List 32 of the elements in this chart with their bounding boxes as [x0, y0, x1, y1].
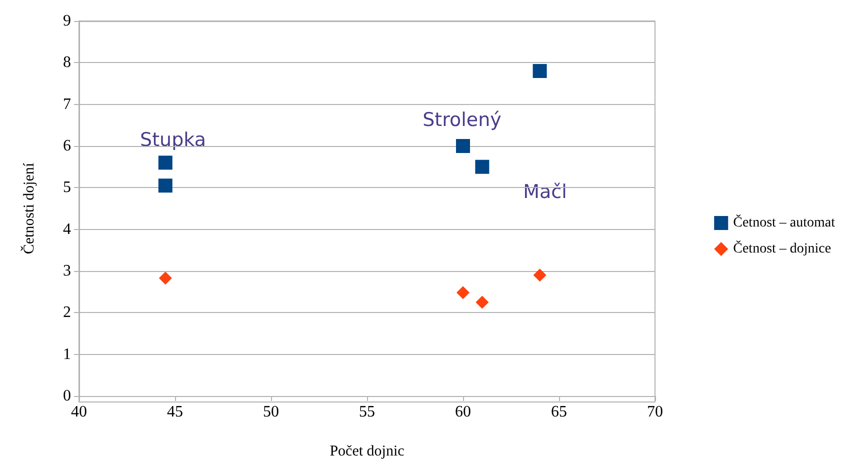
point [158, 156, 172, 170]
y-axis-title: Četnosti dojení [20, 162, 38, 254]
x-tick-label: 50 [263, 404, 279, 420]
y-tick-label: 0 [63, 388, 71, 404]
y-tick-label: 8 [63, 54, 71, 72]
y-tick-label: 1 [63, 346, 71, 363]
x-axis-title: Počet dojnic [330, 444, 405, 460]
x-tick-label: 45 [167, 404, 183, 420]
x-tick-label: 70 [647, 404, 663, 420]
y-tick-label: 9 [63, 12, 71, 30]
y-tick-label: 6 [63, 138, 71, 154]
x-tick-label: 65 [551, 404, 567, 420]
point [475, 160, 490, 174]
point [158, 272, 172, 285]
point [533, 268, 546, 282]
y-tick-label: 3 [63, 262, 71, 280]
x-tick-label: 60 [455, 404, 471, 420]
point [456, 139, 470, 153]
y-tick-label: 7 [63, 96, 71, 113]
y-tick-label: 5 [63, 179, 71, 196]
x-tick-label: 55 [359, 404, 375, 420]
point [456, 286, 470, 300]
x-tick-label: 40 [71, 404, 87, 420]
annotation: Stupka [140, 129, 206, 151]
y-tick-label: 4 [63, 220, 71, 238]
point [532, 64, 547, 78]
annotation: Strolený [422, 109, 502, 131]
y-tick-label: 2 [63, 304, 71, 322]
point [158, 178, 172, 193]
legend-label: Četnost – automat [733, 214, 836, 230]
point [476, 296, 489, 309]
legend-label: Četnost – dojnice [733, 240, 832, 256]
